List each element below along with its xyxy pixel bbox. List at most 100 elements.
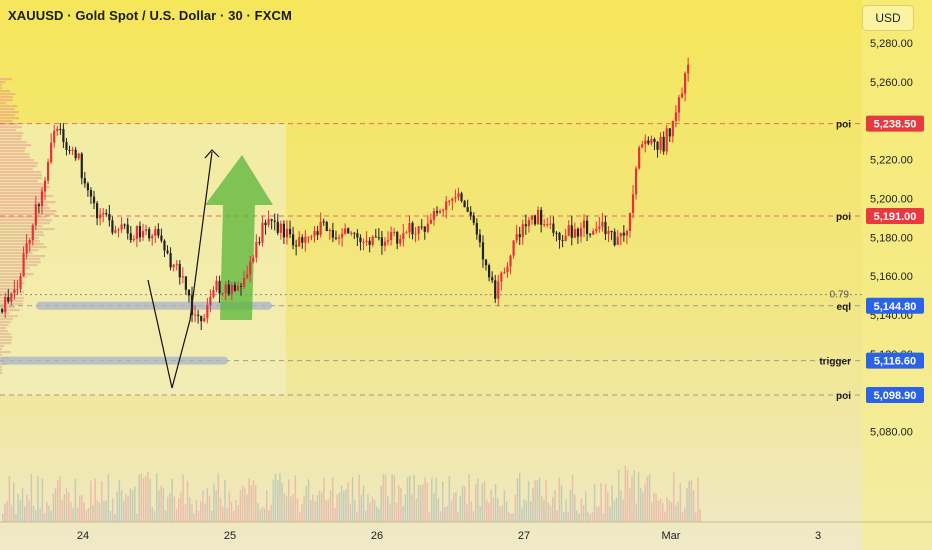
- volume-profile-bar: [0, 336, 13, 339]
- volume-bar: [519, 472, 521, 522]
- candle-body: [7, 296, 10, 302]
- volume-bar: [182, 474, 184, 522]
- volume-bar: [294, 475, 297, 522]
- candle-body: [105, 213, 108, 215]
- volume-profile-bar: [0, 234, 45, 237]
- volume-bar: [686, 488, 688, 522]
- candle-body: [665, 128, 668, 152]
- volume-bar: [288, 479, 290, 522]
- volume-bar: [523, 499, 525, 522]
- candle-body: [230, 284, 233, 295]
- price-tag-text: 5,144.80: [874, 301, 917, 313]
- volume-bar: [329, 490, 332, 522]
- volume-bar: [516, 478, 519, 522]
- volume-bar: [356, 512, 358, 522]
- volume-bar: [490, 489, 492, 522]
- volume-profile-bar: [0, 213, 55, 216]
- currency-button[interactable]: USD: [862, 5, 914, 31]
- candle-body: [227, 284, 230, 295]
- volume-bar: [28, 500, 30, 522]
- volume-bar: [301, 504, 303, 522]
- candle-body: [169, 253, 172, 268]
- volume-profile-bar: [0, 117, 20, 120]
- candle-body: [613, 231, 616, 246]
- volume-bar: [85, 510, 88, 522]
- candle-body: [151, 235, 154, 239]
- candle-body: [674, 112, 677, 121]
- volume-bar: [136, 513, 138, 522]
- candle-body: [288, 228, 292, 235]
- volume-bar: [101, 481, 103, 522]
- volume-bar: [206, 488, 209, 522]
- candle-body: [252, 257, 255, 262]
- candle-body: [114, 230, 117, 233]
- volume-bar: [475, 483, 477, 522]
- volume-bar: [446, 506, 448, 522]
- volume-bar: [123, 500, 125, 522]
- volume-profile-bar: [0, 180, 38, 183]
- price-tag-text: 5,116.60: [874, 356, 916, 368]
- volume-bar: [345, 489, 347, 522]
- volume-profile-bar: [0, 276, 28, 279]
- volume-profile-bar: [0, 144, 32, 147]
- volume-bar: [697, 477, 699, 522]
- volume-bar: [303, 495, 305, 522]
- volume-profile-bar: [0, 105, 18, 108]
- price-tag-text: 5,238.50: [874, 119, 917, 131]
- candle-body: [270, 219, 273, 221]
- time-tick-label: 27: [518, 530, 530, 542]
- volume-bar: [39, 508, 41, 522]
- volume-bar: [393, 475, 396, 522]
- candle-body: [472, 215, 475, 224]
- volume-bar: [43, 513, 46, 522]
- volume-bar: [477, 478, 479, 522]
- volume-profile-bar: [0, 123, 18, 126]
- candle-body: [13, 289, 16, 294]
- candle-body: [564, 235, 567, 241]
- volume-bar: [266, 490, 268, 522]
- time-axis: 24 25 26 27 Mar 3: [77, 530, 821, 542]
- candle-body: [423, 226, 426, 232]
- candle-body: [68, 149, 71, 151]
- volume-bar: [235, 500, 237, 522]
- volume-bar: [556, 510, 558, 522]
- volume-bar: [404, 494, 407, 522]
- volume-bar: [382, 474, 385, 522]
- volume-profile-bar: [0, 159, 34, 162]
- candle-body: [154, 228, 157, 236]
- candle-body: [536, 209, 540, 225]
- candle-body: [319, 221, 322, 235]
- volume-bar: [290, 496, 292, 522]
- volume-bar: [655, 493, 657, 522]
- volume-bar: [239, 490, 242, 522]
- volume-bar: [402, 506, 404, 522]
- candle-body: [242, 277, 246, 287]
- volume-bar: [565, 499, 567, 522]
- candle-body: [175, 264, 178, 266]
- candle-body: [166, 250, 169, 254]
- candle-body: [383, 241, 387, 247]
- fib-level-label: 0.79: [830, 290, 850, 301]
- volume-bar: [378, 508, 380, 522]
- volume-bar: [620, 490, 622, 522]
- candle-body: [86, 183, 89, 191]
- volume-bar: [448, 476, 451, 522]
- volume-bar: [17, 493, 19, 522]
- volume-bar: [365, 510, 367, 522]
- volume-bar: [514, 494, 517, 522]
- volume-profile-bar: [0, 150, 25, 153]
- volume-bar: [184, 504, 187, 522]
- volume-bar: [389, 503, 391, 522]
- volume-bar: [114, 513, 116, 522]
- candle-body: [328, 230, 331, 232]
- candle-body: [653, 139, 656, 142]
- price-tick-label: 5,160.00: [870, 271, 913, 283]
- volume-bar: [503, 489, 506, 522]
- candle-body: [200, 315, 203, 322]
- candle-body: [273, 220, 276, 222]
- candle-body: [435, 211, 439, 213]
- candle-body: [521, 224, 524, 238]
- candle-body: [414, 233, 417, 235]
